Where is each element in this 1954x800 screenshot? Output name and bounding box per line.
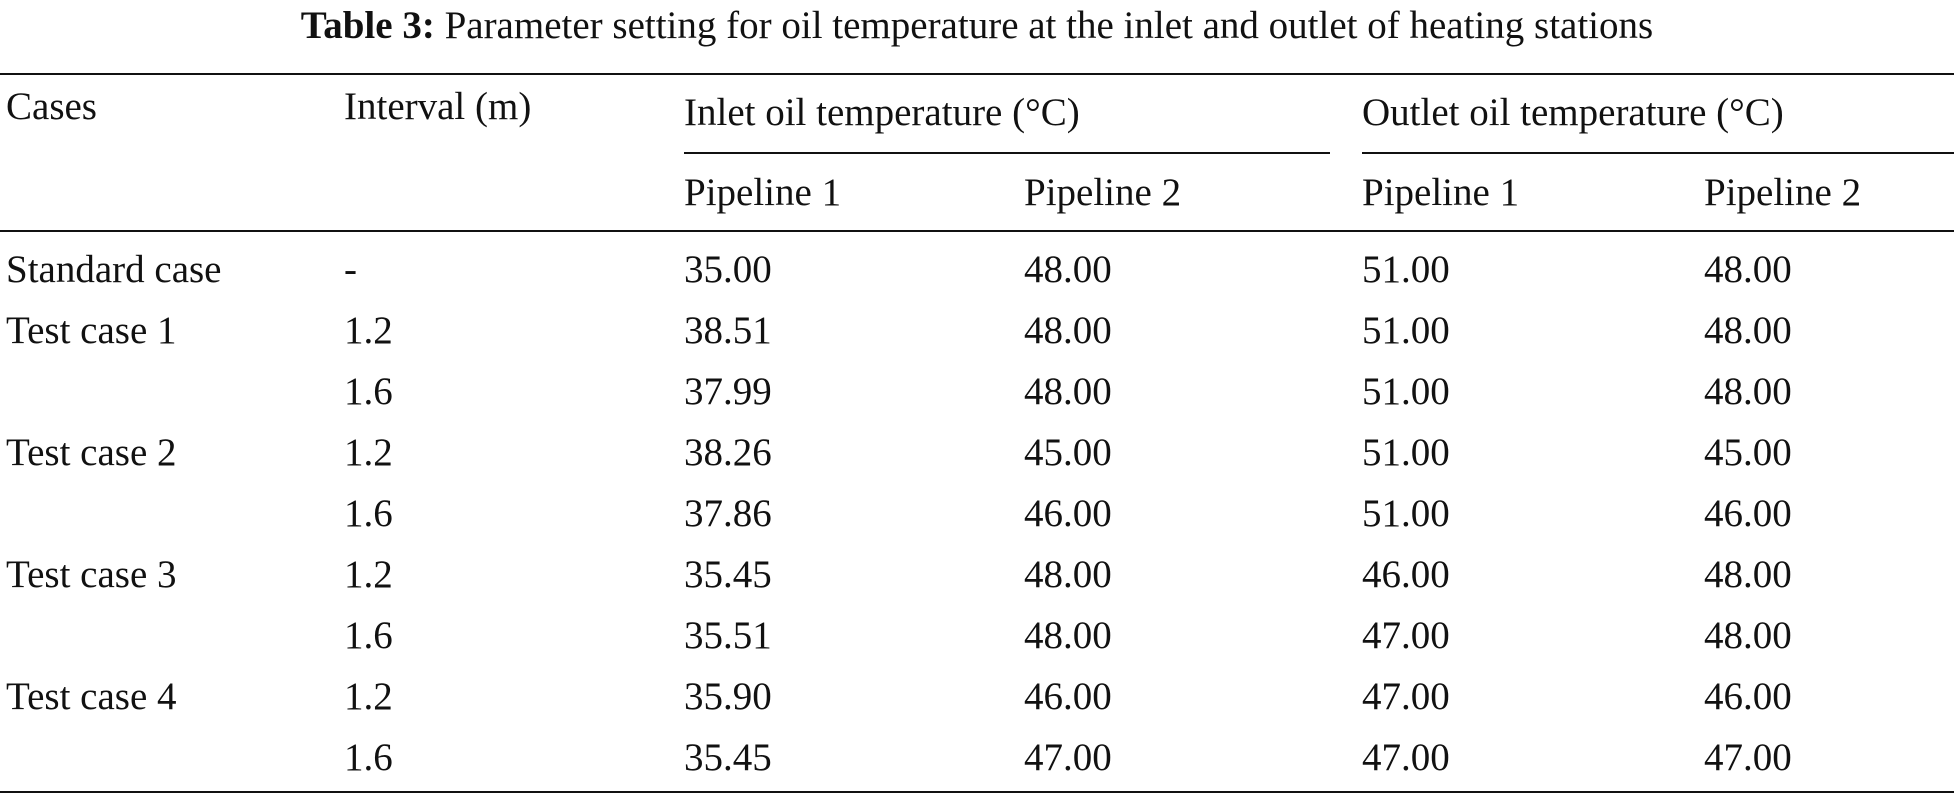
cell-case: Test case 2 bbox=[6, 431, 177, 474]
cell-outlet-pipeline-1: 51.00 bbox=[1362, 370, 1450, 413]
table-top-rule bbox=[0, 73, 1954, 75]
table-caption: Table 3: Parameter setting for oil tempe… bbox=[0, 2, 1954, 50]
header-outlet-pipeline-1: Pipeline 1 bbox=[1362, 171, 1520, 214]
cell-inlet-pipeline-2: 48.00 bbox=[1024, 553, 1112, 596]
cell-inlet-pipeline-2: 48.00 bbox=[1024, 370, 1112, 413]
cell-outlet-pipeline-1: 51.00 bbox=[1362, 492, 1450, 535]
cell-outlet-pipeline-2: 45.00 bbox=[1704, 431, 1792, 474]
header-bottom-rule bbox=[0, 230, 1954, 232]
cell-case: Test case 4 bbox=[6, 675, 177, 718]
cell-inlet-pipeline-1: 37.86 bbox=[684, 492, 772, 535]
cell-outlet-pipeline-2: 46.00 bbox=[1704, 675, 1792, 718]
cell-outlet-pipeline-2: 48.00 bbox=[1704, 309, 1792, 352]
cell-inlet-pipeline-1: 37.99 bbox=[684, 370, 772, 413]
header-outlet-pipeline-2: Pipeline 2 bbox=[1704, 171, 1862, 214]
group-header-rule-outlet bbox=[1362, 152, 1954, 154]
cell-interval: 1.2 bbox=[344, 309, 393, 352]
cell-interval: 1.2 bbox=[344, 431, 393, 474]
cell-inlet-pipeline-1: 38.51 bbox=[684, 309, 772, 352]
cell-case: Test case 3 bbox=[6, 553, 177, 596]
cell-inlet-pipeline-2: 46.00 bbox=[1024, 492, 1112, 535]
cell-inlet-pipeline-1: 35.90 bbox=[684, 675, 772, 718]
cell-outlet-pipeline-1: 51.00 bbox=[1362, 431, 1450, 474]
cell-outlet-pipeline-2: 46.00 bbox=[1704, 492, 1792, 535]
cell-interval: 1.2 bbox=[344, 675, 393, 718]
cell-interval: 1.6 bbox=[344, 492, 393, 535]
cell-outlet-pipeline-2: 47.00 bbox=[1704, 736, 1792, 779]
cell-inlet-pipeline-1: 35.00 bbox=[684, 248, 772, 291]
cell-case: Test case 1 bbox=[6, 309, 177, 352]
cell-inlet-pipeline-1: 35.45 bbox=[684, 736, 772, 779]
cell-interval: 1.6 bbox=[344, 736, 393, 779]
group-header-rule-inlet bbox=[684, 152, 1330, 154]
cell-interval: - bbox=[344, 248, 357, 291]
cell-inlet-pipeline-2: 48.00 bbox=[1024, 614, 1112, 657]
cell-outlet-pipeline-2: 48.00 bbox=[1704, 370, 1792, 413]
cell-inlet-pipeline-1: 35.45 bbox=[684, 553, 772, 596]
cell-outlet-pipeline-2: 48.00 bbox=[1704, 614, 1792, 657]
cell-outlet-pipeline-1: 47.00 bbox=[1362, 675, 1450, 718]
cell-outlet-pipeline-1: 51.00 bbox=[1362, 248, 1450, 291]
table-bottom-rule bbox=[0, 791, 1954, 793]
cell-interval: 1.6 bbox=[344, 614, 393, 657]
cell-inlet-pipeline-1: 35.51 bbox=[684, 614, 772, 657]
cell-inlet-pipeline-2: 45.00 bbox=[1024, 431, 1112, 474]
header-inlet-pipeline-2: Pipeline 2 bbox=[1024, 171, 1182, 214]
cell-outlet-pipeline-1: 47.00 bbox=[1362, 736, 1450, 779]
table-caption-text: Parameter setting for oil temperature at… bbox=[444, 4, 1654, 47]
header-interval: Interval (m) bbox=[344, 85, 532, 128]
cell-inlet-pipeline-2: 47.00 bbox=[1024, 736, 1112, 779]
cell-inlet-pipeline-1: 38.26 bbox=[684, 431, 772, 474]
cell-interval: 1.6 bbox=[344, 370, 393, 413]
header-outlet-group: Outlet oil temperature (°C) bbox=[1362, 91, 1784, 134]
cell-inlet-pipeline-2: 48.00 bbox=[1024, 248, 1112, 291]
cell-outlet-pipeline-2: 48.00 bbox=[1704, 248, 1792, 291]
cell-inlet-pipeline-2: 48.00 bbox=[1024, 309, 1112, 352]
header-inlet-group: Inlet oil temperature (°C) bbox=[684, 91, 1080, 134]
cell-outlet-pipeline-2: 48.00 bbox=[1704, 553, 1792, 596]
header-cases: Cases bbox=[6, 85, 97, 128]
cell-outlet-pipeline-1: 46.00 bbox=[1362, 553, 1450, 596]
table-caption-label: Table 3: bbox=[300, 4, 435, 47]
cell-outlet-pipeline-1: 51.00 bbox=[1362, 309, 1450, 352]
cell-inlet-pipeline-2: 46.00 bbox=[1024, 675, 1112, 718]
header-inlet-pipeline-1: Pipeline 1 bbox=[684, 171, 842, 214]
cell-interval: 1.2 bbox=[344, 553, 393, 596]
cell-case: Standard case bbox=[6, 248, 222, 291]
cell-outlet-pipeline-1: 47.00 bbox=[1362, 614, 1450, 657]
